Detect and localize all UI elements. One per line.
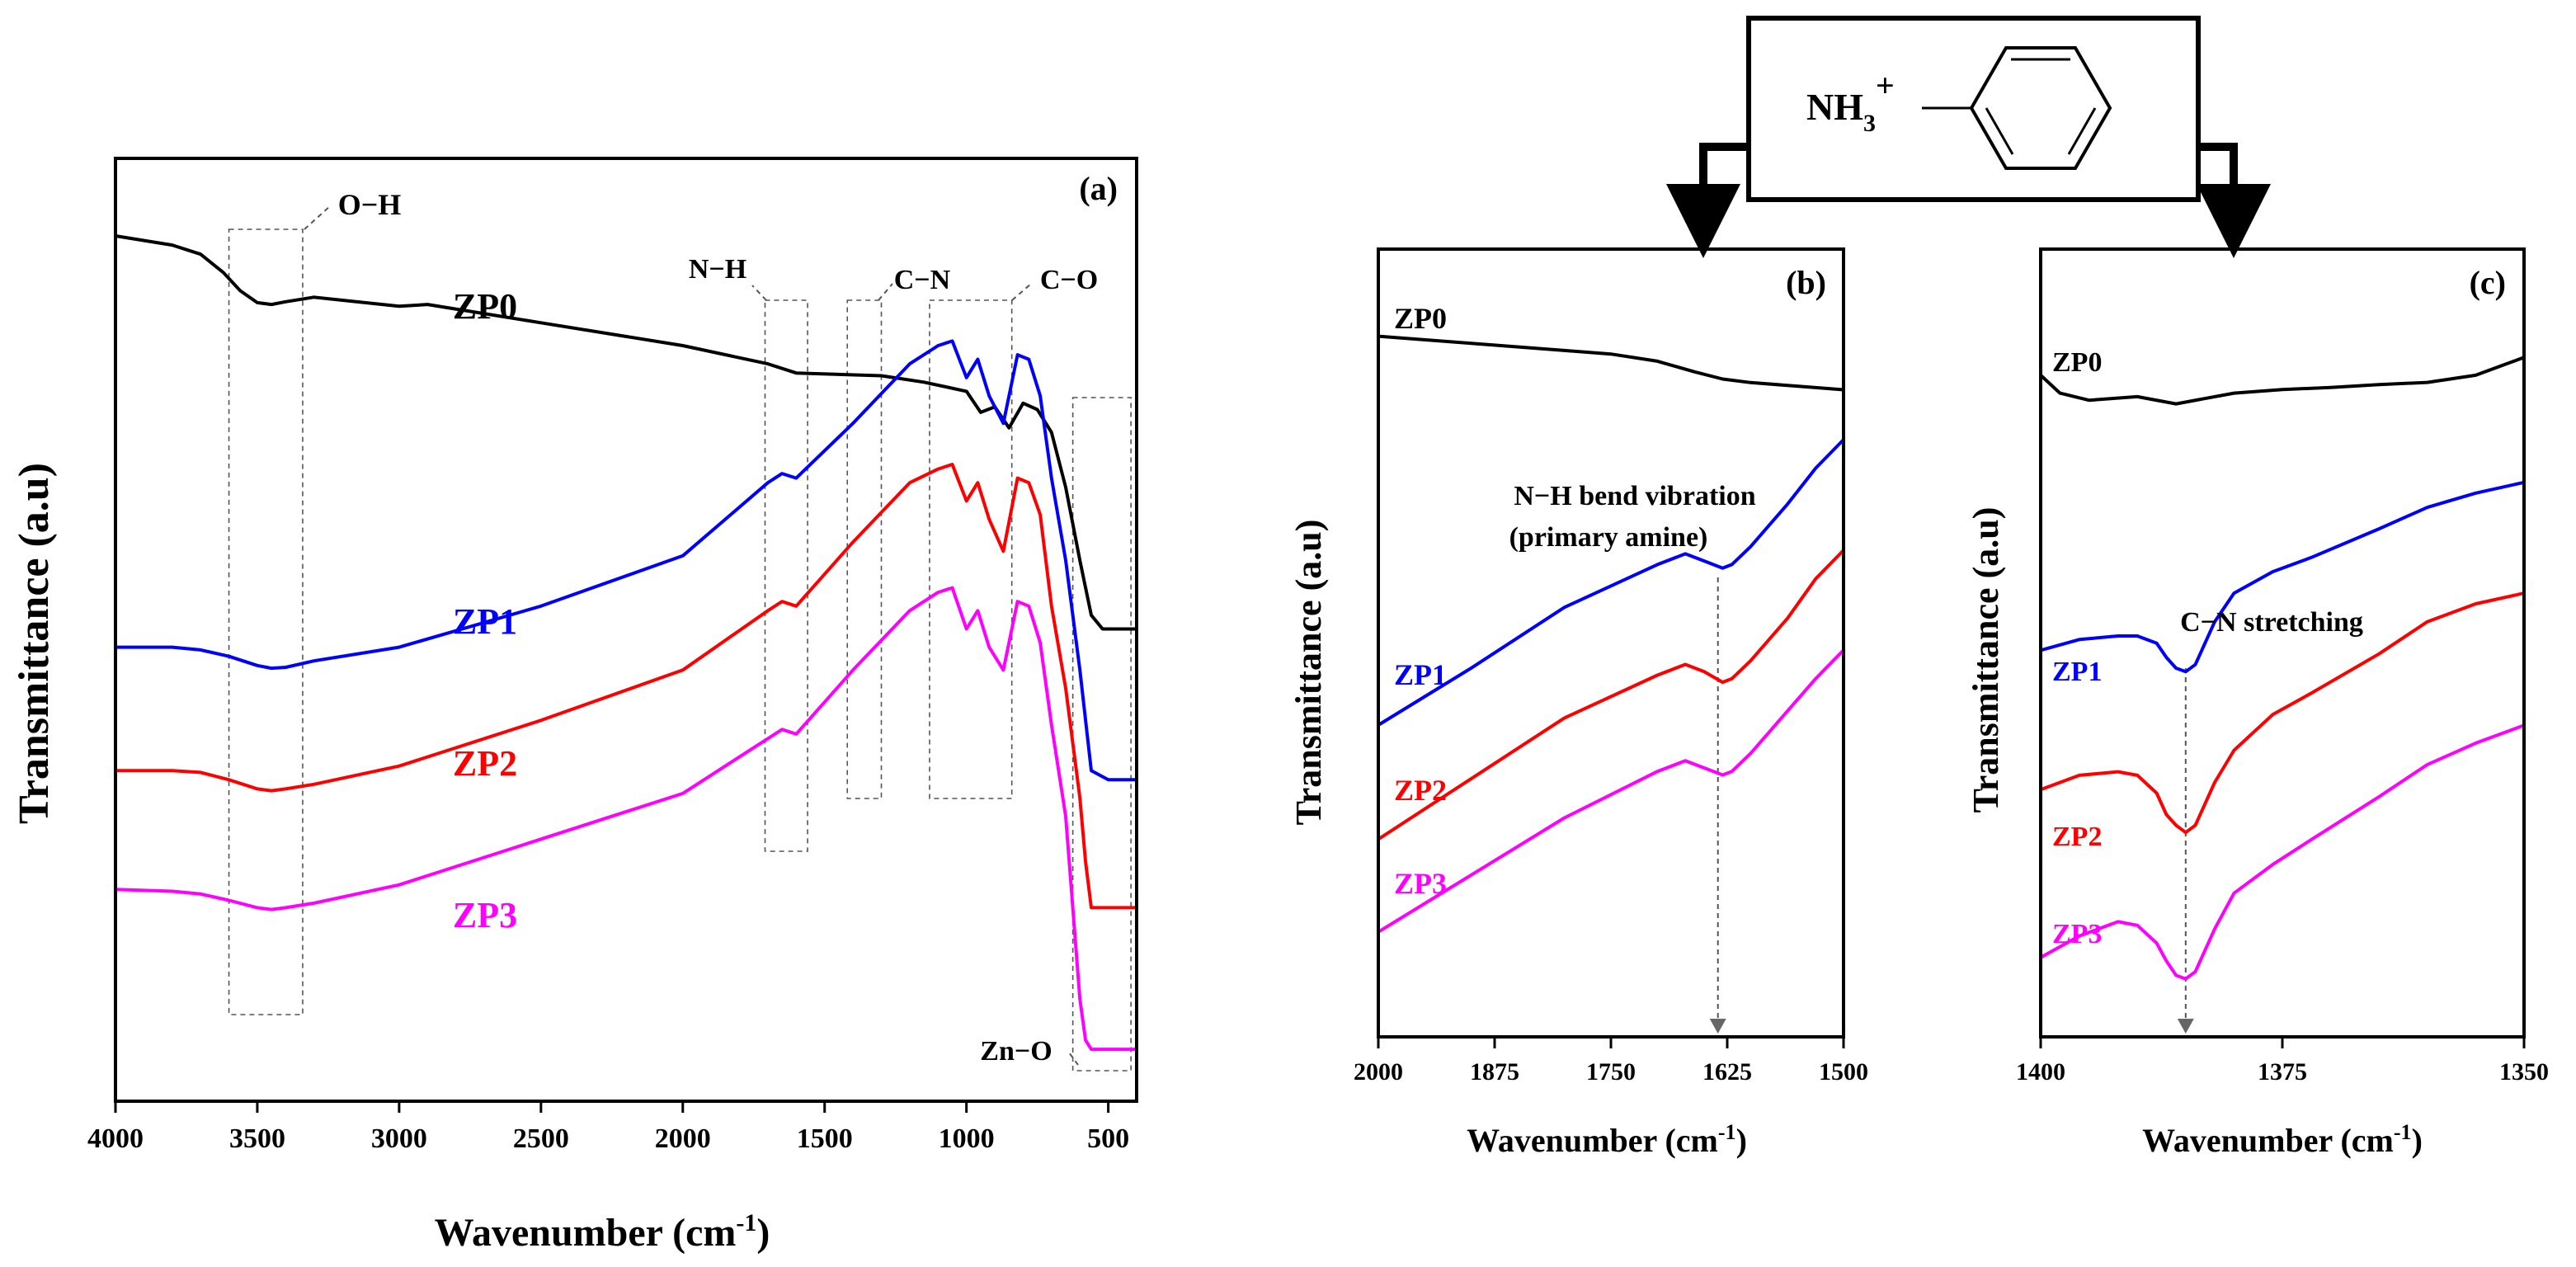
series-line-zp3 <box>1377 648 1845 934</box>
panel-b: 2000 1875 1750 1625 1500 (b) N−H bend vibrat… <box>1288 247 1868 1159</box>
annotation-oh-leader <box>304 205 331 230</box>
benzene-ring-outer <box>1969 46 2112 170</box>
series-group <box>2039 356 2525 981</box>
series-label-zp3: ZP3 <box>1394 867 1447 900</box>
annotation-zno-leader <box>1068 1052 1079 1066</box>
guide-marker <box>2177 1019 2194 1034</box>
series-group <box>115 234 1137 1052</box>
x-axis-label: Wavenumber (cm-1) <box>2142 1120 2423 1159</box>
marker-group <box>2177 668 2194 1034</box>
series-label-zp3: ZP3 <box>2052 919 2102 949</box>
region-box <box>1071 397 1132 1072</box>
y-axis-label: Transmittance (a.u) <box>1288 520 1329 826</box>
region-box <box>846 299 883 799</box>
series-line-zp2 <box>1377 549 1845 841</box>
annotation-zno: Zn−O <box>980 1036 1052 1067</box>
annotation-co-leader <box>1011 283 1032 301</box>
panel-label: (a) <box>1079 170 1118 207</box>
x-tick-label: 2000 <box>655 1123 711 1154</box>
series-line-zp3 <box>2040 723 2525 981</box>
region-box <box>764 299 808 852</box>
annotation-nh-leader <box>751 285 767 301</box>
series-label-zp3: ZP3 <box>453 895 517 935</box>
series-group <box>1377 334 1845 934</box>
series-label-zp1: ZP1 <box>1394 658 1447 691</box>
x-tick-label: 2500 <box>513 1123 569 1154</box>
region-box <box>228 228 304 1015</box>
x-tick-label: 1375 <box>2258 1058 2307 1086</box>
annotation-line-2: (primary amine) <box>1509 522 1708 553</box>
annotation-cn-leader <box>878 283 893 301</box>
x-tick-label: 1750 <box>1586 1058 1636 1086</box>
y-axis-label: Transmittance (a.u) <box>1966 507 2006 813</box>
benzene-double-bond-3 <box>1985 107 2014 155</box>
series-line-zp0 <box>1377 334 1844 392</box>
x-axis-ticks: 1400 1375 1350 <box>2016 1037 2549 1086</box>
aniline-structure: NH3+ <box>1666 16 2271 258</box>
series-label-zp2: ZP2 <box>2052 822 2102 852</box>
panel-label: (c) <box>2470 264 2506 301</box>
annotation-cn: C−N <box>894 265 951 295</box>
series-label-zp0: ZP0 <box>2052 347 2102 378</box>
x-tick-label: 1400 <box>2016 1058 2065 1086</box>
series-label-zp2: ZP2 <box>453 743 517 784</box>
series-line-zp1 <box>115 339 1137 782</box>
marker-group <box>1709 577 1726 1034</box>
x-tick-label: 3500 <box>229 1123 285 1154</box>
series-line-zp1 <box>1377 438 1845 727</box>
plot-frame <box>2039 247 2526 1039</box>
x-tick-label: 1500 <box>797 1123 853 1154</box>
x-tick-label: 3000 <box>371 1123 427 1154</box>
panel-c: 1400 1375 1350 (c) C−N stretching ZP0 ZP1 … <box>1966 247 2549 1159</box>
plot-frame <box>114 157 1138 1103</box>
region-box <box>929 299 1013 799</box>
annotation-oh: O−H <box>338 188 402 221</box>
series-line-zp0 <box>2039 356 2525 406</box>
series-label-zp0: ZP0 <box>453 286 517 327</box>
series-line-zp3 <box>115 586 1137 1052</box>
arrow-to-panel-c <box>2197 143 2271 258</box>
panel-a: 4000 3500 3000 2500 2000 1500 1000 500 (a) O−H … <box>11 157 1138 1255</box>
y-axis-label: Transmittance (a.u) <box>11 463 58 824</box>
benzene-double-bond-2 <box>2067 107 2097 155</box>
series-line-zp0 <box>115 234 1137 631</box>
series-label-zp1: ZP1 <box>453 601 517 642</box>
x-axis-ticks: 4000 3500 3000 2500 2000 1500 1000 500 <box>87 1101 1129 1154</box>
region-boxes <box>228 228 1132 1072</box>
annotation-co: C−O <box>1040 265 1098 295</box>
annotation-line-1: N−H bend vibration <box>1514 481 1755 511</box>
series-line-zp2 <box>2040 591 2525 835</box>
plot-frame <box>1377 247 1845 1039</box>
arrow-to-panel-b <box>1666 143 1749 258</box>
series-line-zp2 <box>115 463 1137 910</box>
x-tick-label: 1000 <box>939 1123 995 1154</box>
x-tick-label: 2000 <box>1354 1058 1403 1086</box>
series-label-zp1: ZP1 <box>2052 657 2102 687</box>
series-label-zp2: ZP2 <box>1394 774 1447 807</box>
series-label-zp0: ZP0 <box>1394 302 1447 335</box>
annotation-nh: N−H <box>689 254 746 285</box>
x-tick-label: 1500 <box>1819 1058 1868 1086</box>
x-axis-label: Wavenumber (cm-1) <box>1467 1120 1747 1159</box>
annotation-cn-stretching: C−N stretching <box>2180 607 2363 638</box>
x-tick-label: 1625 <box>1702 1058 1752 1086</box>
panel-label: (b) <box>1786 264 1826 301</box>
ammonium-label: NH3+ <box>1806 67 1895 137</box>
x-axis-ticks: 2000 1875 1750 1625 1500 <box>1354 1037 1868 1086</box>
x-tick-label: 500 <box>1087 1123 1129 1154</box>
x-tick-label: 1350 <box>2499 1058 2549 1086</box>
x-tick-label: 4000 <box>87 1123 144 1154</box>
guide-marker <box>1709 1019 1726 1034</box>
x-axis-label: Wavenumber (cm-1) <box>435 1209 770 1255</box>
series-line-zp1 <box>2040 480 2525 674</box>
x-tick-label: 1875 <box>1470 1058 1519 1086</box>
